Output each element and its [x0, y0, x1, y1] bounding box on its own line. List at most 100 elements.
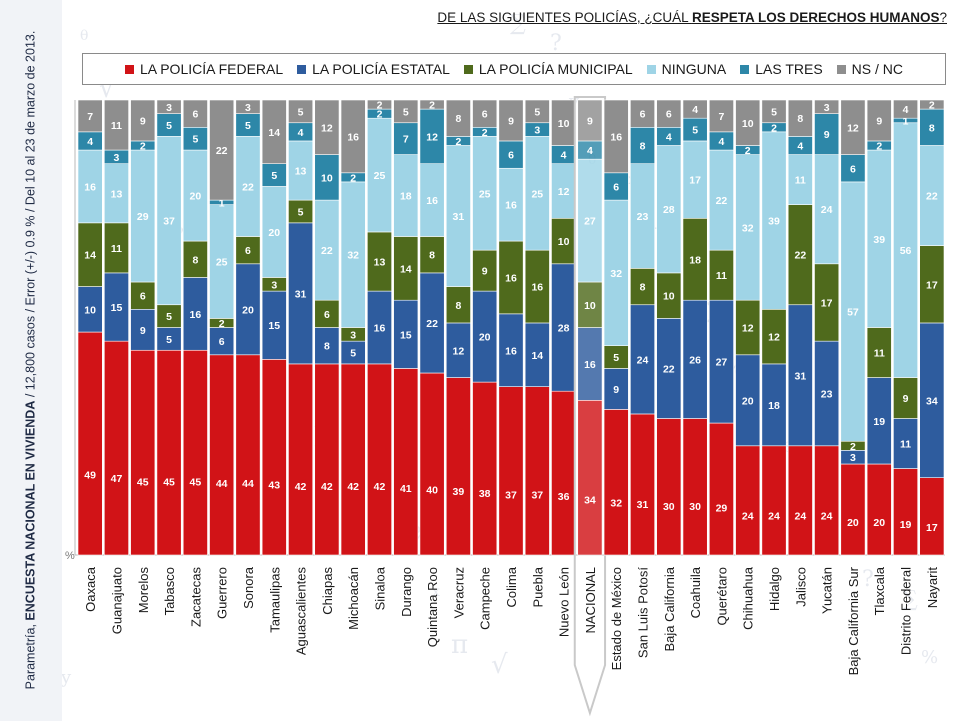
bar-segment-ns_nc	[682, 99, 708, 119]
chart-legend: LA POLICÍA FEDERAL LA POLICÍA ESTATAL LA P…	[82, 53, 946, 85]
bar-segment-ns_nc	[261, 99, 287, 165]
bar-segment-ninguna	[577, 158, 603, 283]
bar-value-label: 29	[137, 211, 149, 223]
bar-segment-ns_nc	[498, 99, 524, 142]
bar-segment-ninguna	[182, 149, 208, 242]
bar-value-label: 29	[716, 502, 728, 514]
bar-segment-estatal	[314, 327, 340, 365]
category-label: Tamaulipas	[267, 567, 282, 633]
category-label: Estado de México	[609, 567, 624, 670]
bar-segment-ns_nc	[787, 99, 813, 137]
bar-segment-federal	[630, 413, 655, 556]
bar-value-label: 8	[429, 250, 435, 262]
bar-value-label: 4	[587, 145, 593, 157]
bar-value-label: 9	[824, 129, 830, 141]
y-axis-unit-label: %	[65, 550, 75, 562]
bar-value-label: 37	[163, 216, 175, 228]
category-label: Jalisco	[793, 567, 808, 607]
bar-segment-federal	[919, 477, 945, 556]
bar-value-label: 42	[347, 481, 359, 493]
bar-segment-federal	[524, 386, 550, 556]
legend-item-ns_nc: NS / NC	[836, 61, 903, 77]
bar-value-label: 42	[321, 481, 333, 493]
bar-value-label: 27	[716, 357, 728, 369]
bar-value-label: 3	[534, 125, 540, 137]
legend-swatch-estatal	[297, 64, 307, 74]
bar-value-label: 10	[663, 291, 675, 303]
category-label: Veracruz	[451, 567, 466, 618]
national-highlight-frame	[573, 96, 607, 717]
bar-value-label: 16	[505, 272, 517, 284]
category-label: Guanajuato	[109, 567, 124, 634]
bar-value-label: 18	[400, 191, 412, 203]
bar-segment-federal	[840, 463, 866, 556]
bar-value-label: 34	[584, 494, 596, 506]
bar-value-label: 6	[324, 309, 330, 321]
bar-segment-las_tres	[630, 127, 655, 165]
bar-value-label: 38	[479, 488, 491, 500]
bar-value-label: 20	[479, 332, 491, 344]
category-label: Hidalgo	[767, 567, 782, 611]
bar-value-label: 23	[637, 211, 649, 223]
bar-value-label: 3	[166, 102, 172, 114]
bar-segment-ninguna	[551, 163, 577, 219]
bar-segment-ns_nc	[472, 99, 498, 128]
bar-segment-ns_nc	[419, 99, 445, 110]
bar-value-label: 20	[847, 517, 859, 529]
bar-segment-ns_nc	[445, 99, 471, 137]
category-label: Sonora	[241, 566, 256, 609]
bar-value-label: 2	[377, 100, 383, 112]
bar-value-label: 2	[429, 100, 435, 112]
category-label: Querétaro	[714, 567, 729, 626]
bar-value-label: 5	[692, 125, 698, 137]
bar-segment-estatal	[893, 418, 918, 469]
bar-value-label: 8	[929, 122, 935, 134]
bar-segment-ns_nc	[630, 99, 655, 128]
bar-value-label: 9	[903, 393, 909, 405]
bar-segment-federal	[288, 363, 314, 556]
bar-value-label: 13	[374, 257, 386, 269]
category-label: NACIONAL	[583, 567, 598, 633]
bar-segment-federal	[104, 340, 129, 556]
bar-value-label: 22	[794, 250, 806, 262]
background-doodle-glyph: θ	[80, 28, 88, 44]
bar-value-label: 32	[742, 222, 754, 234]
bar-segment-ninguna	[893, 122, 918, 378]
bar-segment-estatal	[367, 290, 392, 365]
bar-value-label: 2	[377, 109, 383, 121]
bar-value-label: 20	[190, 191, 202, 203]
background-doodle-glyph: x	[432, 584, 440, 600]
bar-value-label: 14	[400, 263, 412, 275]
bar-segment-ns_nc	[761, 99, 787, 124]
bar-value-label: 6	[192, 109, 198, 121]
bar-value-label: 24	[742, 511, 754, 523]
bar-segment-ns_nc	[130, 99, 156, 142]
legend-swatch-las_tres	[740, 64, 750, 74]
bar-value-label: 3	[245, 102, 251, 114]
bar-value-label: 12	[847, 122, 859, 134]
legend-swatch-ns_nc	[836, 64, 846, 74]
question-prefix: DE LAS SIGUIENTES POLICÍAS, ¿CUÁL	[437, 10, 692, 25]
category-label: Oaxaca	[83, 566, 98, 612]
bar-value-label: 56	[900, 245, 912, 257]
bar-segment-federal	[209, 354, 235, 556]
category-label: Baja California	[662, 566, 677, 651]
bar-value-label: 16	[347, 131, 359, 143]
bar-value-label: 24	[821, 204, 833, 216]
category-label: Tlaxcala	[872, 566, 887, 615]
bar-value-label: 2	[745, 145, 751, 157]
bar-value-label: 16	[505, 200, 517, 212]
bar-value-label: 17	[689, 175, 701, 187]
bar-segment-municipal	[235, 236, 261, 265]
bar-value-label: 14	[268, 127, 280, 139]
bar-segment-ns_nc	[524, 99, 550, 124]
bar-segment-las_tres	[603, 172, 629, 201]
bar-segment-federal	[656, 418, 682, 556]
bar-segment-federal	[577, 399, 603, 556]
bar-segment-federal	[419, 372, 445, 556]
bar-value-label: 12	[453, 345, 465, 357]
bar-segment-estatal	[498, 313, 524, 387]
bar-value-label: 5	[271, 170, 277, 182]
bar-segment-federal	[235, 354, 261, 556]
bar-segment-municipal	[367, 231, 392, 292]
